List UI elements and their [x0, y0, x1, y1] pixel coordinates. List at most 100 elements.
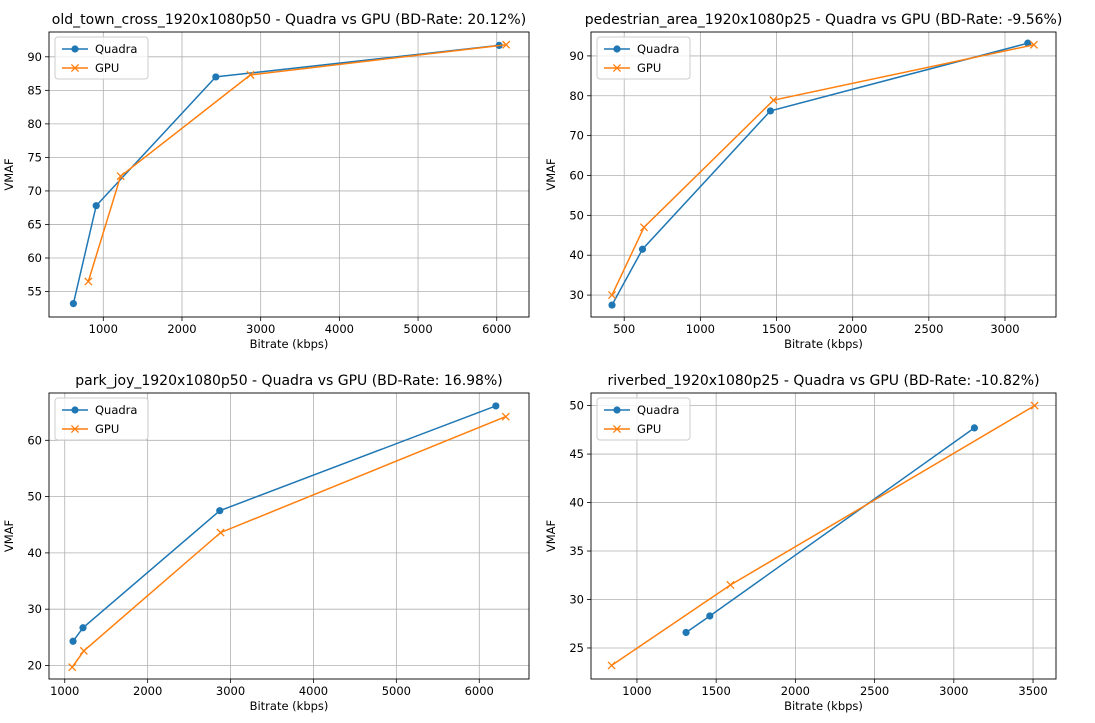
y-tick-label: 85: [27, 83, 42, 97]
legend-label-gpu: GPU: [637, 61, 661, 75]
x-tick-label: 2000: [781, 684, 810, 698]
data-point-gpu: [769, 96, 778, 105]
x-tick-label: 4000: [325, 322, 354, 336]
data-point-gpu: [216, 528, 225, 537]
series-line-quadra: [611, 42, 1028, 306]
x-tick-label: 3000: [246, 322, 275, 336]
x-tick-label: 2500: [914, 322, 943, 336]
chart-panel-1: old_town_cross_1920x1080p50 - Quadra vs …: [2, 12, 530, 351]
y-tick-label: 40: [27, 546, 42, 560]
data-point-quadra: [492, 402, 500, 410]
data-point-gpu: [1030, 401, 1039, 410]
plot-frame: [48, 392, 530, 680]
y-tick-label: 50: [569, 208, 584, 222]
legend-marker-quadra: [71, 406, 79, 414]
data-point-gpu: [607, 661, 616, 670]
data-point-quadra: [608, 301, 616, 309]
legend-marker-gpu: [70, 63, 80, 73]
legend-label-gpu: GPU: [95, 61, 119, 75]
data-point-quadra: [682, 628, 690, 637]
chart-panel-3: park_joy_1920x1080p50 - Quadra vs GPU (B…: [2, 373, 530, 713]
legend-marker-quadra: [613, 406, 621, 414]
chart-title: pedestrian_area_1920x1080p25 - Quadra vs…: [585, 12, 1063, 28]
series-line-quadra: [72, 405, 497, 642]
x-tick-label: 3500: [1018, 684, 1047, 698]
x-tick-label: 3000: [990, 322, 1019, 336]
data-point-quadra: [69, 299, 77, 308]
data-point-gpu: [84, 277, 93, 286]
x-tick-label: 2000: [167, 322, 196, 336]
data-point-gpu: [68, 663, 77, 672]
x-tick-label: 4000: [299, 684, 328, 698]
legend: Quadra GPU: [54, 397, 149, 441]
data-point-gpu: [79, 646, 88, 655]
x-axis-label: Bitrate (kbps): [784, 699, 863, 713]
plot-frame: [590, 392, 1057, 680]
data-point-quadra: [216, 507, 224, 515]
y-tick-label: 70: [27, 184, 42, 198]
x-tick-label: 1000: [622, 684, 651, 698]
legend-label-quadra: Quadra: [637, 42, 679, 56]
y-tick-label: 55: [27, 285, 42, 299]
y-tick-label: 25: [569, 641, 584, 655]
plot-frame: [48, 31, 530, 318]
x-tick-label: 5000: [403, 322, 432, 336]
data-point-quadra: [970, 424, 979, 432]
data-point-quadra: [766, 107, 775, 115]
x-tick-label: 2000: [133, 684, 162, 698]
x-tick-label: 1500: [762, 322, 791, 336]
y-tick-label: 80: [569, 89, 584, 103]
x-tick-label: 1000: [50, 684, 79, 698]
series-line-quadra: [72, 44, 500, 304]
data-point-gpu: [502, 40, 511, 49]
data-point-gpu: [607, 291, 617, 300]
x-tick-label: 1000: [686, 322, 715, 336]
y-tick-label: 40: [569, 248, 584, 262]
y-tick-label: 90: [27, 50, 42, 64]
y-axis-label: VMAF: [2, 520, 16, 552]
data-point-quadra: [212, 73, 220, 81]
data-point-gpu: [116, 172, 125, 181]
y-tick-label: 65: [27, 217, 42, 231]
x-axis-label: Bitrate (kbps): [250, 699, 329, 713]
legend: Quadra GPU: [596, 397, 691, 441]
x-axis-label: Bitrate (kbps): [784, 337, 863, 351]
chart-title: park_joy_1920x1080p50 - Quadra vs GPU (B…: [75, 373, 502, 389]
x-tick-label: 6000: [482, 322, 511, 336]
x-tick-label: 2500: [860, 684, 889, 698]
y-tick-label: 30: [569, 288, 584, 302]
legend: Quadra GPU: [596, 36, 691, 80]
y-tick-label: 80: [27, 117, 42, 131]
legend-marker-gpu: [70, 424, 80, 434]
y-tick-label: 60: [27, 251, 42, 265]
legend-marker-quadra: [71, 45, 79, 53]
x-tick-label: 1500: [702, 684, 731, 698]
y-tick-label: 90: [569, 49, 584, 63]
data-point-quadra: [79, 624, 87, 632]
data-point-quadra: [92, 202, 100, 210]
plot-frame: [590, 31, 1057, 318]
y-axis-label: VMAF: [544, 158, 558, 190]
y-tick-label: 70: [569, 129, 584, 143]
series-line-quadra: [685, 427, 975, 634]
data-point-quadra: [638, 245, 647, 253]
data-point-quadra: [69, 637, 77, 645]
x-tick-label: 3000: [939, 684, 968, 698]
series-line-gpu: [611, 44, 1035, 296]
legend-marker-quadra: [613, 45, 621, 53]
legend-label-gpu: GPU: [637, 422, 661, 436]
legend-label-quadra: Quadra: [95, 403, 137, 417]
data-point-gpu: [726, 580, 735, 590]
legend-marker-gpu: [612, 424, 622, 434]
data-point-gpu: [1029, 40, 1038, 49]
chart-title: old_town_cross_1920x1080p50 - Quadra vs …: [52, 12, 526, 28]
x-tick-label: 2000: [838, 322, 867, 336]
data-point-gpu: [501, 412, 510, 421]
y-tick-label: 40: [569, 496, 584, 510]
x-axis-label: Bitrate (kbps): [250, 337, 329, 351]
legend-label-gpu: GPU: [95, 422, 119, 436]
x-tick-label: 3000: [216, 684, 245, 698]
data-point-quadra: [706, 612, 714, 620]
y-tick-label: 60: [569, 168, 584, 182]
